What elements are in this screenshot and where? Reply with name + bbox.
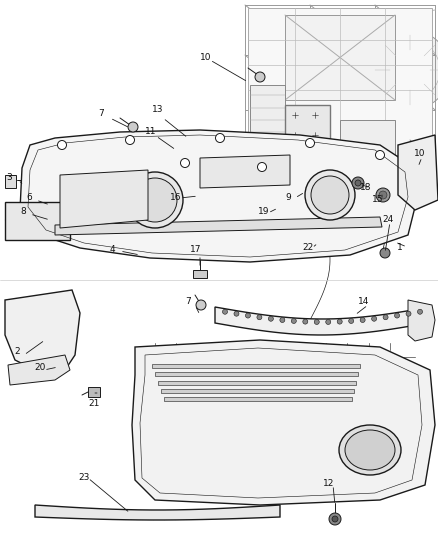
Circle shape xyxy=(223,309,227,314)
Polygon shape xyxy=(132,340,435,505)
Text: 12: 12 xyxy=(323,479,334,488)
Text: 10: 10 xyxy=(200,53,212,62)
Polygon shape xyxy=(55,217,382,235)
Text: 3: 3 xyxy=(6,174,12,182)
Circle shape xyxy=(196,300,206,310)
Polygon shape xyxy=(5,202,70,240)
Circle shape xyxy=(371,316,377,321)
Circle shape xyxy=(311,111,319,119)
Polygon shape xyxy=(20,130,418,262)
Circle shape xyxy=(215,133,225,142)
Circle shape xyxy=(257,315,262,320)
Polygon shape xyxy=(250,85,285,155)
Circle shape xyxy=(329,513,341,525)
Polygon shape xyxy=(5,175,16,188)
Polygon shape xyxy=(340,120,395,155)
Text: 13: 13 xyxy=(152,106,163,115)
Circle shape xyxy=(255,72,265,82)
Text: 20: 20 xyxy=(34,364,46,373)
Circle shape xyxy=(258,163,266,172)
Circle shape xyxy=(417,309,423,314)
Circle shape xyxy=(349,318,353,324)
Polygon shape xyxy=(193,270,207,278)
Circle shape xyxy=(370,30,438,110)
Circle shape xyxy=(311,176,349,214)
Text: 9: 9 xyxy=(285,192,291,201)
Circle shape xyxy=(352,177,364,189)
Text: 7: 7 xyxy=(185,297,191,306)
Circle shape xyxy=(311,131,319,139)
Polygon shape xyxy=(161,389,354,393)
Text: 6: 6 xyxy=(26,192,32,201)
Polygon shape xyxy=(60,170,148,228)
Text: 24: 24 xyxy=(382,215,393,224)
Polygon shape xyxy=(408,300,435,341)
Circle shape xyxy=(133,178,177,222)
Circle shape xyxy=(128,122,138,132)
Text: 23: 23 xyxy=(78,472,89,481)
Text: 16: 16 xyxy=(170,192,181,201)
Text: 4: 4 xyxy=(110,245,116,254)
Circle shape xyxy=(291,131,299,139)
Text: 21: 21 xyxy=(88,399,99,408)
Circle shape xyxy=(383,315,388,320)
Polygon shape xyxy=(88,387,100,397)
Text: 18: 18 xyxy=(360,183,371,192)
Circle shape xyxy=(332,516,338,522)
Polygon shape xyxy=(285,15,395,100)
Polygon shape xyxy=(155,372,358,376)
Circle shape xyxy=(395,313,399,318)
Circle shape xyxy=(126,135,134,144)
Polygon shape xyxy=(398,135,438,210)
Circle shape xyxy=(314,319,319,325)
Circle shape xyxy=(245,313,251,318)
Text: 8: 8 xyxy=(20,207,26,216)
Circle shape xyxy=(291,111,299,119)
Circle shape xyxy=(268,316,273,321)
Polygon shape xyxy=(164,397,352,401)
Circle shape xyxy=(337,319,342,324)
Circle shape xyxy=(406,311,411,316)
Circle shape xyxy=(280,318,285,322)
Circle shape xyxy=(127,172,183,228)
Circle shape xyxy=(303,319,308,324)
Text: 22: 22 xyxy=(302,243,313,252)
Polygon shape xyxy=(200,155,290,188)
Ellipse shape xyxy=(339,425,401,475)
Text: 10: 10 xyxy=(414,149,425,157)
Circle shape xyxy=(360,318,365,322)
Circle shape xyxy=(305,170,355,220)
Circle shape xyxy=(380,248,390,258)
Circle shape xyxy=(180,158,190,167)
Polygon shape xyxy=(248,8,432,155)
Text: 14: 14 xyxy=(358,297,369,306)
Text: 2: 2 xyxy=(14,348,20,357)
Polygon shape xyxy=(5,290,80,375)
Polygon shape xyxy=(285,105,330,155)
Circle shape xyxy=(379,191,387,199)
Ellipse shape xyxy=(345,430,395,470)
Polygon shape xyxy=(215,307,430,335)
Circle shape xyxy=(326,319,331,325)
Polygon shape xyxy=(35,505,280,520)
Text: 19: 19 xyxy=(258,207,269,216)
Circle shape xyxy=(375,150,385,159)
Circle shape xyxy=(376,188,390,202)
Polygon shape xyxy=(152,364,360,368)
Circle shape xyxy=(57,141,67,149)
Polygon shape xyxy=(158,381,356,384)
Circle shape xyxy=(305,139,314,148)
Text: 15: 15 xyxy=(372,196,384,205)
Circle shape xyxy=(234,311,239,316)
Circle shape xyxy=(355,180,361,186)
Text: 17: 17 xyxy=(190,246,201,254)
Polygon shape xyxy=(8,355,70,385)
Text: 1: 1 xyxy=(397,243,403,252)
Text: 7: 7 xyxy=(98,109,104,117)
Text: 11: 11 xyxy=(145,126,156,135)
Circle shape xyxy=(291,318,297,324)
